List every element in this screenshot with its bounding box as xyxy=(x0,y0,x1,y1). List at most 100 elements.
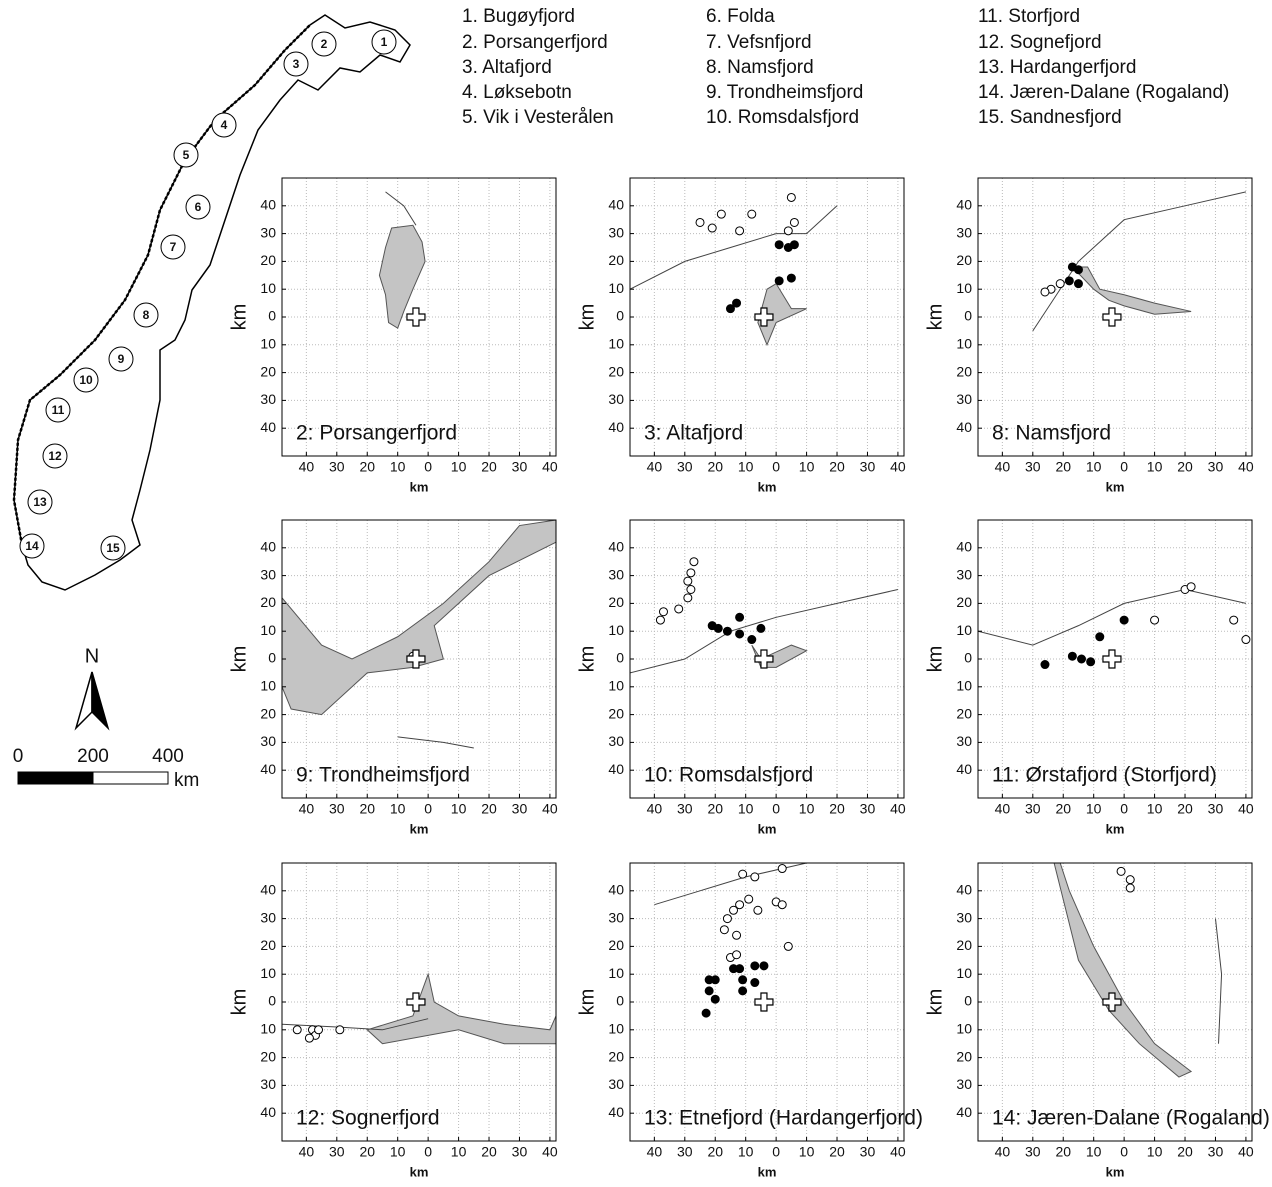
site-open xyxy=(1230,616,1238,624)
x-tick-label: 40 xyxy=(890,801,906,817)
map-marker-label: 10 xyxy=(79,373,93,387)
site-filled xyxy=(733,299,741,307)
y-tick-label: 40 xyxy=(608,1104,624,1120)
site-open xyxy=(717,210,725,218)
legend-entry: 14. Jæren-Dalane (Rogaland) xyxy=(978,82,1229,103)
x-tick-label: 0 xyxy=(1120,1144,1128,1160)
site-open xyxy=(1187,583,1195,591)
x-tick-label: 30 xyxy=(512,801,528,817)
y-tick-label: 10 xyxy=(608,622,624,638)
y-axis-label: km xyxy=(924,989,946,1016)
y-tick-label: 20 xyxy=(608,1048,624,1064)
y-tick-label: 30 xyxy=(260,224,276,240)
scale-unit: km xyxy=(174,770,199,791)
north-label: N xyxy=(85,645,99,667)
site-filled xyxy=(702,1009,710,1017)
reference-cross xyxy=(755,993,773,1011)
y-axis-label: km xyxy=(924,646,946,673)
site-filled xyxy=(1074,266,1082,274)
x-tick-label: 0 xyxy=(1120,801,1128,817)
coastline xyxy=(978,590,1246,646)
y-tick-label: 10 xyxy=(956,965,972,981)
scale-label: 0 xyxy=(13,746,24,767)
north-arrow: N xyxy=(76,645,108,728)
y-tick-label: 40 xyxy=(956,882,972,898)
legend-entry: 11. Storfjord xyxy=(978,6,1080,27)
y-tick-label: 40 xyxy=(260,197,276,213)
x-tick-label: 10 xyxy=(1086,801,1102,817)
y-tick-label: 0 xyxy=(268,650,276,666)
x-tick-label: 0 xyxy=(424,801,432,817)
site-open xyxy=(723,915,731,923)
x-tick-label: 30 xyxy=(860,1144,876,1160)
y-tick-label: 30 xyxy=(260,566,276,582)
site-open xyxy=(778,865,786,873)
site-open xyxy=(784,227,792,235)
x-axis-label: km xyxy=(1106,479,1125,494)
panel: 403020100102030404030201001020304011: Ør… xyxy=(924,520,1254,836)
scale-segment xyxy=(93,772,168,784)
x-tick-label: 20 xyxy=(1055,1144,1071,1160)
legend-entry: 10. Romsdalsfjord xyxy=(706,107,859,128)
y-tick-label: 40 xyxy=(608,539,624,555)
map-marker-label: 12 xyxy=(48,449,62,463)
x-axis-label: km xyxy=(410,821,429,836)
site-open xyxy=(1126,876,1134,884)
site-filled xyxy=(1068,652,1076,660)
panel-title: 13: Etnefjord (Hardangerfjord) xyxy=(644,1107,923,1130)
y-tick-label: 10 xyxy=(260,336,276,352)
y-tick-label: 0 xyxy=(616,308,624,324)
fjord-area xyxy=(1072,267,1191,314)
legend-entry: 8. Namsfjord xyxy=(706,57,814,78)
x-tick-label: 40 xyxy=(995,459,1011,475)
x-axis-label: km xyxy=(758,479,777,494)
x-axis-label: km xyxy=(410,1164,429,1179)
x-tick-label: 10 xyxy=(738,1144,754,1160)
y-tick-label: 10 xyxy=(956,1021,972,1037)
y-axis-label: km xyxy=(576,646,598,673)
site-filled xyxy=(711,995,719,1003)
x-tick-label: 0 xyxy=(772,1144,780,1160)
y-axis-label: km xyxy=(228,989,250,1016)
y-tick-label: 20 xyxy=(956,594,972,610)
site-filled xyxy=(1074,280,1082,288)
site-open xyxy=(690,558,698,566)
y-tick-label: 20 xyxy=(260,705,276,721)
x-tick-label: 40 xyxy=(647,459,663,475)
coastline xyxy=(1215,919,1221,1044)
x-tick-label: 0 xyxy=(772,801,780,817)
y-tick-label: 20 xyxy=(608,594,624,610)
x-tick-label: 20 xyxy=(359,801,375,817)
y-tick-label: 40 xyxy=(956,1104,972,1120)
y-axis-label: km xyxy=(228,646,250,673)
x-tick-label: 30 xyxy=(329,801,345,817)
site-open xyxy=(784,942,792,950)
x-tick-label: 40 xyxy=(995,1144,1011,1160)
coastline xyxy=(630,206,837,289)
x-tick-label: 20 xyxy=(1177,801,1193,817)
x-tick-label: 40 xyxy=(1238,1144,1254,1160)
x-tick-label: 20 xyxy=(481,459,497,475)
x-axis-label: km xyxy=(1106,1164,1125,1179)
x-tick-label: 10 xyxy=(1147,459,1163,475)
y-axis-label: km xyxy=(576,989,598,1016)
y-tick-label: 10 xyxy=(260,1021,276,1037)
x-tick-label: 20 xyxy=(1177,459,1193,475)
site-filled xyxy=(775,241,783,249)
y-tick-label: 10 xyxy=(956,678,972,694)
panel: 40302010010203040403020100102030402: Por… xyxy=(228,178,558,494)
site-filled xyxy=(1096,633,1104,641)
y-tick-label: 40 xyxy=(260,882,276,898)
y-tick-label: 40 xyxy=(608,882,624,898)
x-tick-label: 30 xyxy=(329,459,345,475)
site-filled xyxy=(736,613,744,621)
site-open xyxy=(675,605,683,613)
site-open xyxy=(684,577,692,585)
y-tick-label: 10 xyxy=(608,678,624,694)
site-open xyxy=(708,224,716,232)
map-marker-label: 2 xyxy=(321,37,328,51)
y-tick-label: 30 xyxy=(956,733,972,749)
site-open xyxy=(1151,616,1159,624)
y-tick-label: 10 xyxy=(608,1021,624,1037)
y-tick-label: 20 xyxy=(956,363,972,379)
